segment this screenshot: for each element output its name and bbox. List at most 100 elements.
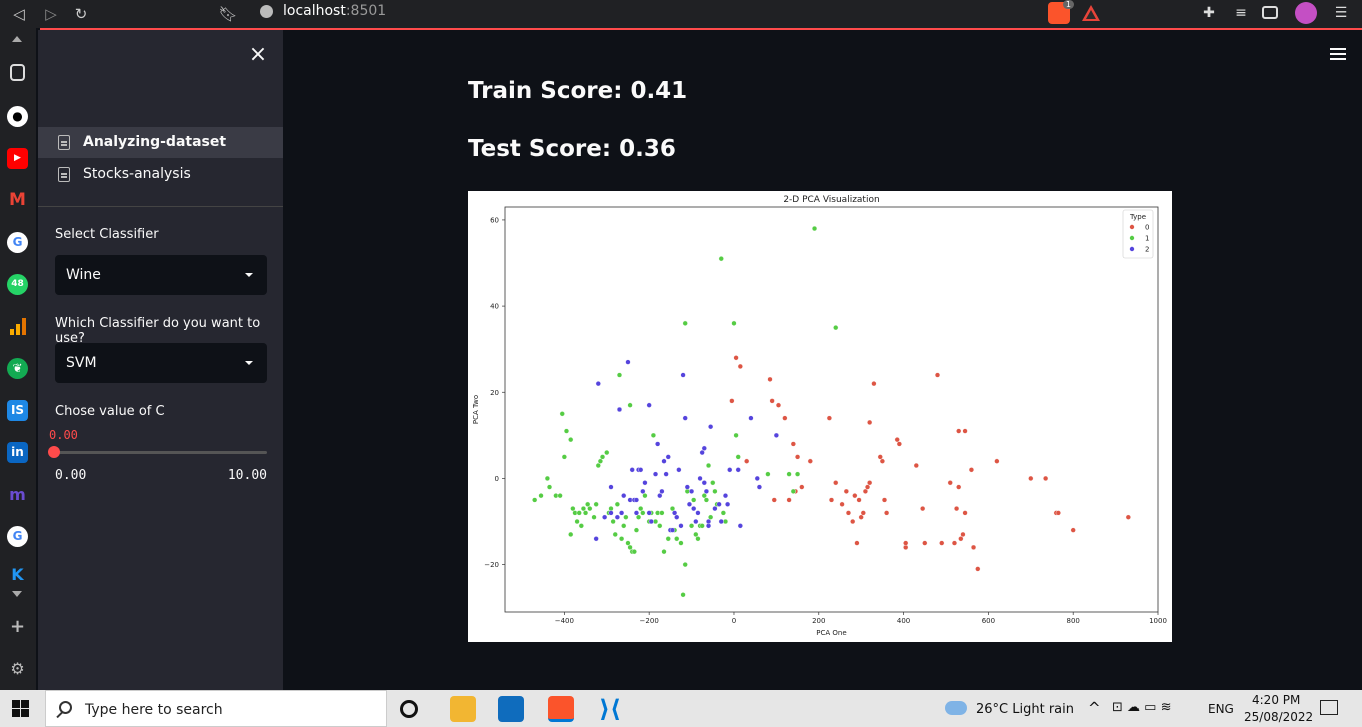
- nav-stocks-analysis[interactable]: Stocks-analysis: [38, 159, 283, 190]
- classifier-select[interactable]: SVM: [55, 343, 267, 383]
- m-icon[interactable]: m: [9, 485, 26, 504]
- brave-shields-icon[interactable]: 1: [1048, 0, 1074, 24]
- clock-time[interactable]: 4:20 PM: [1252, 693, 1301, 707]
- y-tick-label: 0: [495, 475, 499, 483]
- google-icon[interactable]: G: [7, 526, 28, 547]
- tray-chevron-icon[interactable]: ^: [1088, 699, 1101, 717]
- k-icon[interactable]: K: [11, 565, 24, 584]
- analytics-icon[interactable]: [7, 316, 28, 337]
- brave-rewards-icon[interactable]: [1080, 2, 1102, 24]
- github-icon[interactable]: ●: [7, 106, 28, 127]
- data-point-type-0: [962, 428, 968, 434]
- language-indicator[interactable]: ENG: [1208, 702, 1234, 716]
- data-point-type-2: [705, 523, 712, 529]
- dataset-select[interactable]: Wine: [55, 255, 267, 295]
- mail-icon[interactable]: [498, 696, 524, 722]
- mongodb-icon[interactable]: ❦: [7, 358, 28, 379]
- linkedin-icon[interactable]: in: [7, 442, 28, 463]
- main-menu-icon[interactable]: [1330, 48, 1346, 60]
- data-point-type-2: [748, 415, 754, 421]
- add-icon[interactable]: +: [9, 616, 26, 637]
- is-icon[interactable]: IS: [7, 400, 28, 421]
- data-point-type-0: [922, 540, 928, 546]
- dataset-select-label: Select Classifier: [55, 227, 159, 242]
- data-point-type-1: [710, 480, 716, 486]
- classifier-select-value: SVM: [66, 355, 97, 371]
- profile-avatar[interactable]: [1295, 2, 1317, 24]
- brave-taskbar-icon[interactable]: [548, 696, 574, 722]
- c-slider-label: Chose value of C: [55, 404, 165, 419]
- data-point-type-1: [593, 501, 599, 507]
- data-point-type-0: [1028, 475, 1034, 482]
- data-point-type-2: [593, 536, 599, 542]
- weather-icon[interactable]: [945, 701, 967, 715]
- data-point-type-1: [786, 471, 792, 477]
- data-point-type-1: [794, 471, 801, 477]
- c-slider-track[interactable]: [55, 451, 267, 454]
- taskbar-search-placeholder: Type here to search: [85, 702, 223, 718]
- address-bar[interactable]: localhost:8501: [248, 0, 1038, 24]
- data-point-type-0: [867, 480, 873, 486]
- data-point-type-1: [599, 454, 606, 460]
- bookmarks-icon[interactable]: [10, 64, 25, 81]
- tray-icons[interactable]: ⊡ ☁ ▭ ≋: [1112, 700, 1172, 715]
- clock-date[interactable]: 25/08/2022: [1244, 710, 1314, 724]
- nav-analyzing-dataset[interactable]: Analyzing-dataset: [38, 127, 283, 158]
- data-point-type-0: [953, 505, 960, 512]
- forward-icon[interactable]: ▷: [45, 5, 57, 23]
- windows-taskbar: Type here to search ⟩⟨ 26°C Light rain ^…: [0, 690, 1362, 727]
- menu-icon[interactable]: ☰: [1334, 5, 1348, 21]
- wallet-icon[interactable]: [1262, 6, 1278, 19]
- data-point-type-2: [773, 432, 779, 438]
- data-point-type-2: [691, 505, 697, 512]
- data-point-type-1: [669, 505, 676, 512]
- data-point-type-0: [975, 566, 981, 572]
- whatsapp-icon[interactable]: 48: [7, 274, 28, 295]
- bookmark-icon[interactable]: 🔖︎: [218, 5, 238, 23]
- data-point-type-2: [619, 510, 625, 516]
- legend-entry: 2: [1145, 246, 1149, 254]
- notifications-icon[interactable]: [1320, 700, 1338, 715]
- data-point-type-1: [568, 531, 574, 538]
- windows-start-icon[interactable]: [12, 700, 29, 717]
- taskbar-search-box[interactable]: Type here to search: [45, 690, 387, 727]
- settings-icon[interactable]: ⚙: [10, 659, 25, 678]
- c-slider-thumb[interactable]: [48, 446, 60, 458]
- x-tick-label: 0: [732, 617, 736, 625]
- scroll-up-icon[interactable]: [12, 36, 22, 42]
- data-point-type-0: [970, 544, 977, 550]
- data-point-type-0: [994, 458, 1000, 464]
- cortana-icon[interactable]: [400, 700, 418, 718]
- vscode-icon[interactable]: ⟩⟨: [599, 695, 621, 723]
- back-icon[interactable]: ◁: [13, 5, 25, 23]
- close-sidebar-icon[interactable]: ×: [248, 42, 268, 67]
- data-point-type-0: [1125, 514, 1131, 520]
- data-point-type-1: [731, 320, 737, 326]
- gmail-icon[interactable]: M: [9, 190, 26, 210]
- data-point-type-1: [650, 432, 657, 438]
- data-point-type-2: [616, 406, 623, 413]
- data-point-type-2: [646, 402, 652, 408]
- google-icon[interactable]: G: [7, 232, 28, 253]
- extensions-icon[interactable]: ✚: [1203, 5, 1215, 21]
- data-point-type-1: [712, 488, 718, 494]
- youtube-icon[interactable]: ▶: [7, 148, 28, 169]
- data-point-type-1: [612, 531, 618, 538]
- data-point-type-0: [854, 540, 860, 546]
- chevron-down-icon: [245, 361, 253, 365]
- playlist-icon[interactable]: ≡: [1235, 5, 1247, 21]
- data-point-type-1: [699, 523, 705, 529]
- data-point-type-2: [680, 372, 686, 378]
- data-point-type-1: [661, 549, 667, 555]
- reload-icon[interactable]: ↻: [74, 5, 88, 23]
- data-point-type-2: [633, 510, 640, 516]
- file-explorer-icon[interactable]: [450, 696, 476, 722]
- data-point-type-1: [619, 536, 625, 542]
- data-point-type-1: [557, 493, 563, 499]
- data-point-type-0: [951, 540, 958, 546]
- scroll-down-icon[interactable]: [12, 591, 22, 597]
- data-point-type-0: [871, 381, 877, 387]
- weather-text[interactable]: 26°C Light rain: [976, 702, 1074, 717]
- data-point-type-1: [833, 325, 839, 331]
- site-info-icon[interactable]: [260, 5, 273, 18]
